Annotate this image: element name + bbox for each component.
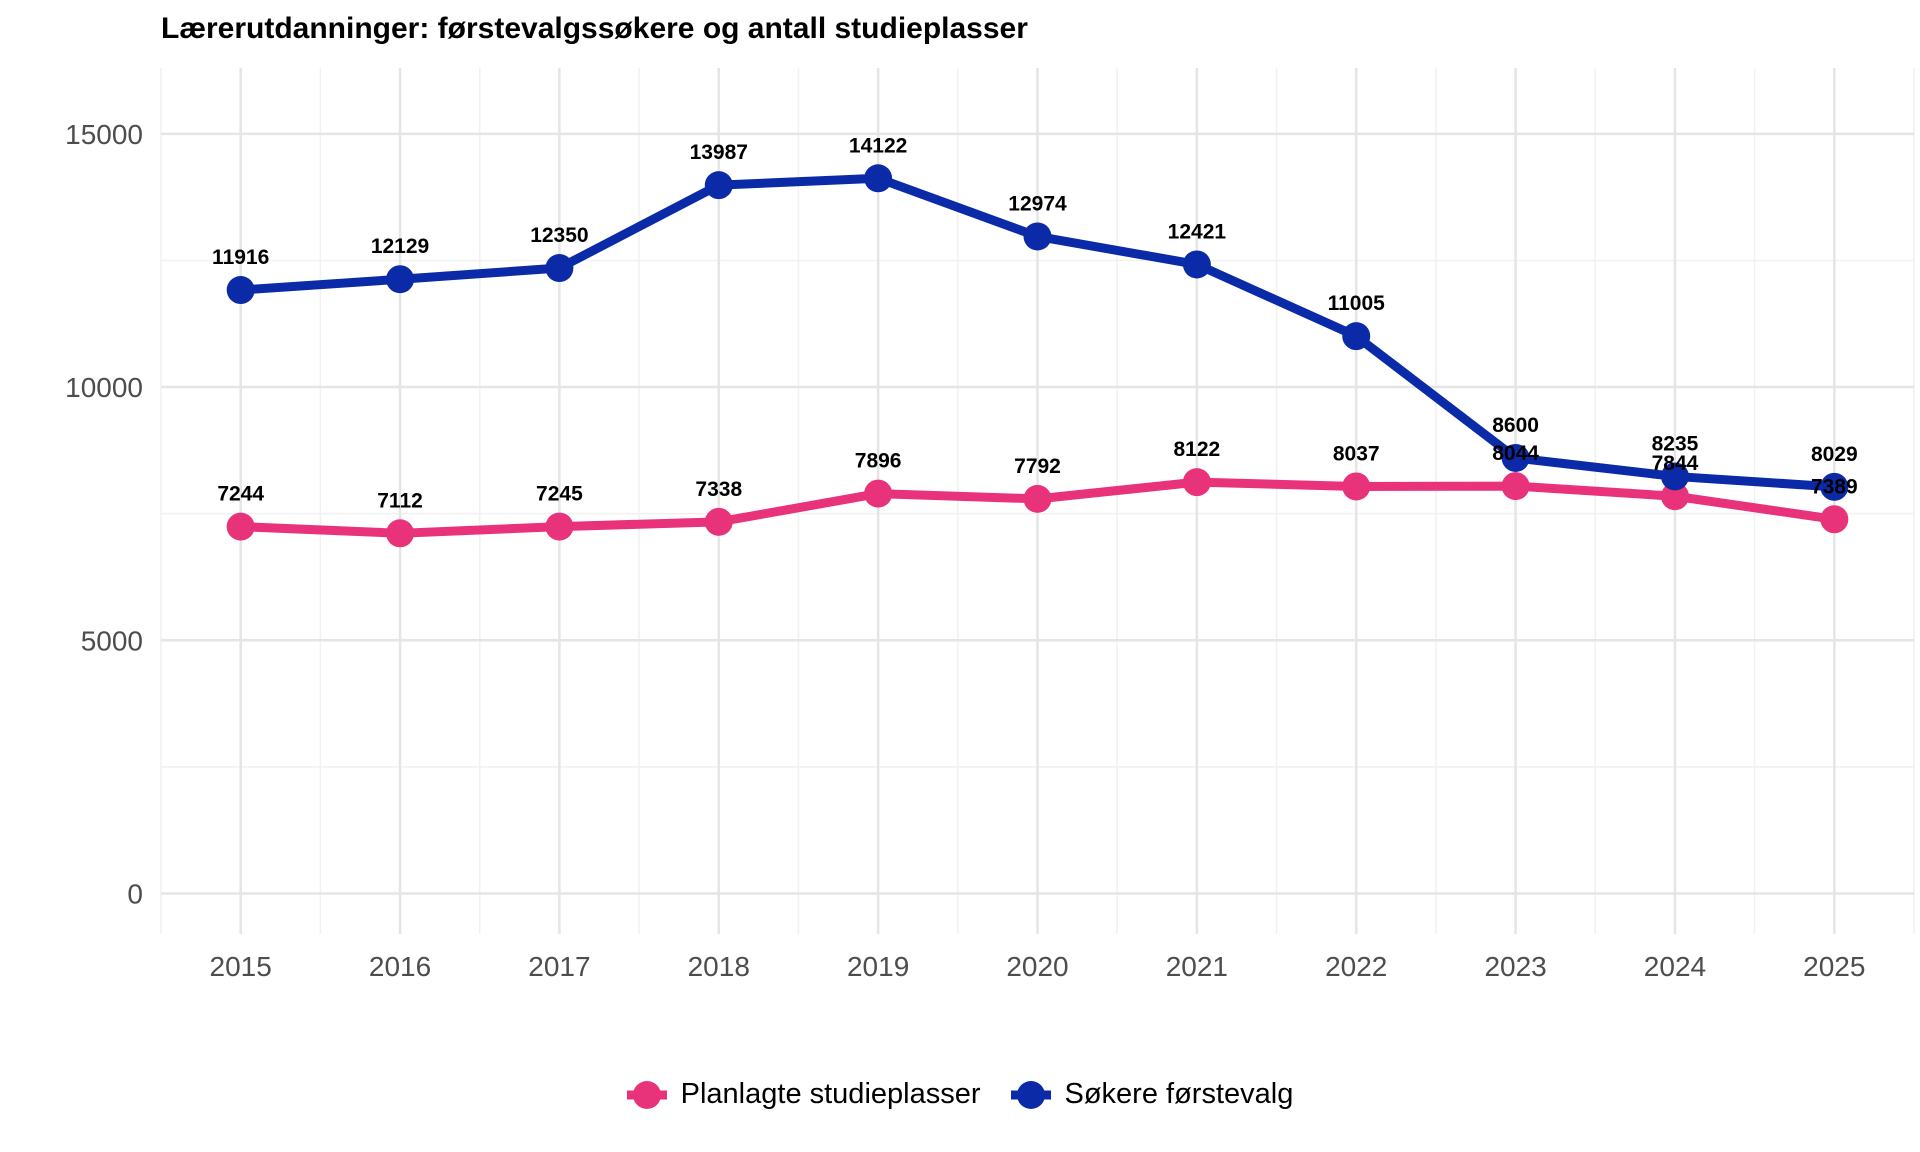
- data-point-1: [704, 171, 733, 200]
- data-label-1: 13987: [690, 141, 748, 164]
- data-label-0: 8044: [1492, 442, 1539, 465]
- data-label-0: 7112: [377, 489, 423, 512]
- y-tick-label: 0: [127, 878, 143, 909]
- data-label-1: 12421: [1168, 220, 1227, 243]
- data-label-1: 11916: [212, 246, 269, 269]
- data-point-1: [1501, 443, 1530, 472]
- data-point-0: [386, 519, 415, 548]
- data-label-0: 7389: [1811, 475, 1858, 498]
- data-label-0: 7338: [695, 478, 742, 501]
- data-label-0: 7244: [217, 483, 264, 506]
- data-point-1: [226, 276, 255, 305]
- x-tick-label: 2025: [1803, 951, 1865, 982]
- data-point-0: [1660, 482, 1689, 511]
- data-label-0: 7245: [536, 483, 583, 506]
- legend-item-sokere: Søkere førstevalg: [1010, 1078, 1294, 1111]
- data-point-0: [1182, 468, 1211, 497]
- data-label-0: 8037: [1333, 442, 1380, 465]
- data-label-1: 12974: [1008, 192, 1067, 215]
- legend: Planlagte studieplasser Søkere førsteval…: [0, 1078, 1920, 1111]
- data-point-1: [1182, 250, 1211, 279]
- data-label-1: 14122: [849, 134, 907, 157]
- data-point-1: [1023, 222, 1052, 251]
- chart-title: Lærerutdanninger: førstevalgssøkere og a…: [161, 12, 1028, 45]
- x-tick-label: 2016: [369, 951, 431, 982]
- data-label-0: 7844: [1652, 452, 1699, 475]
- data-point-0: [226, 512, 255, 541]
- data-label-1: 12129: [371, 235, 429, 258]
- data-label-1: 11005: [1328, 292, 1386, 315]
- legend-key-planlagte: [626, 1080, 667, 1109]
- data-point-1: [545, 254, 574, 283]
- legend-label-planlagte: Planlagte studieplasser: [680, 1078, 981, 1110]
- legend-key-sokere: [1010, 1080, 1051, 1109]
- data-point-0: [545, 512, 574, 541]
- y-tick-label: 5000: [81, 625, 143, 656]
- legend-item-planlagte: Planlagte studieplasser: [626, 1078, 981, 1111]
- x-tick-label: 2024: [1644, 951, 1706, 982]
- data-point-0: [704, 507, 733, 536]
- data-label-0: 7792: [1014, 455, 1061, 478]
- data-point-1: [386, 265, 415, 294]
- data-point-0: [1023, 484, 1052, 513]
- data-point-0: [864, 479, 893, 508]
- data-point-0: [1820, 505, 1849, 534]
- data-label-0: 8122: [1174, 438, 1221, 461]
- y-tick-label: 10000: [65, 372, 143, 403]
- data-label-0: 7896: [855, 450, 902, 473]
- data-point-0: [1501, 472, 1530, 501]
- legend-label-sokere: Søkere førstevalg: [1064, 1078, 1294, 1110]
- x-tick-label: 2022: [1325, 951, 1387, 982]
- x-tick-label: 2021: [1166, 951, 1228, 982]
- data-label-1: 8600: [1492, 414, 1539, 437]
- data-point-0: [1342, 472, 1371, 501]
- x-tick-label: 2020: [1006, 951, 1068, 982]
- x-tick-label: 2015: [210, 951, 272, 982]
- y-tick-label: 15000: [65, 119, 143, 150]
- x-tick-label: 2019: [847, 951, 909, 982]
- x-tick-label: 2023: [1484, 951, 1546, 982]
- data-point-1: [1820, 472, 1849, 501]
- x-tick-label: 2018: [688, 951, 750, 982]
- data-point-1: [1660, 462, 1689, 491]
- data-point-1: [864, 164, 893, 193]
- data-point-1: [1342, 322, 1371, 351]
- data-label-1: 8029: [1811, 443, 1858, 466]
- x-tick-label: 2017: [528, 951, 590, 982]
- data-label-1: 8235: [1652, 432, 1699, 455]
- data-label-1: 12350: [530, 224, 588, 247]
